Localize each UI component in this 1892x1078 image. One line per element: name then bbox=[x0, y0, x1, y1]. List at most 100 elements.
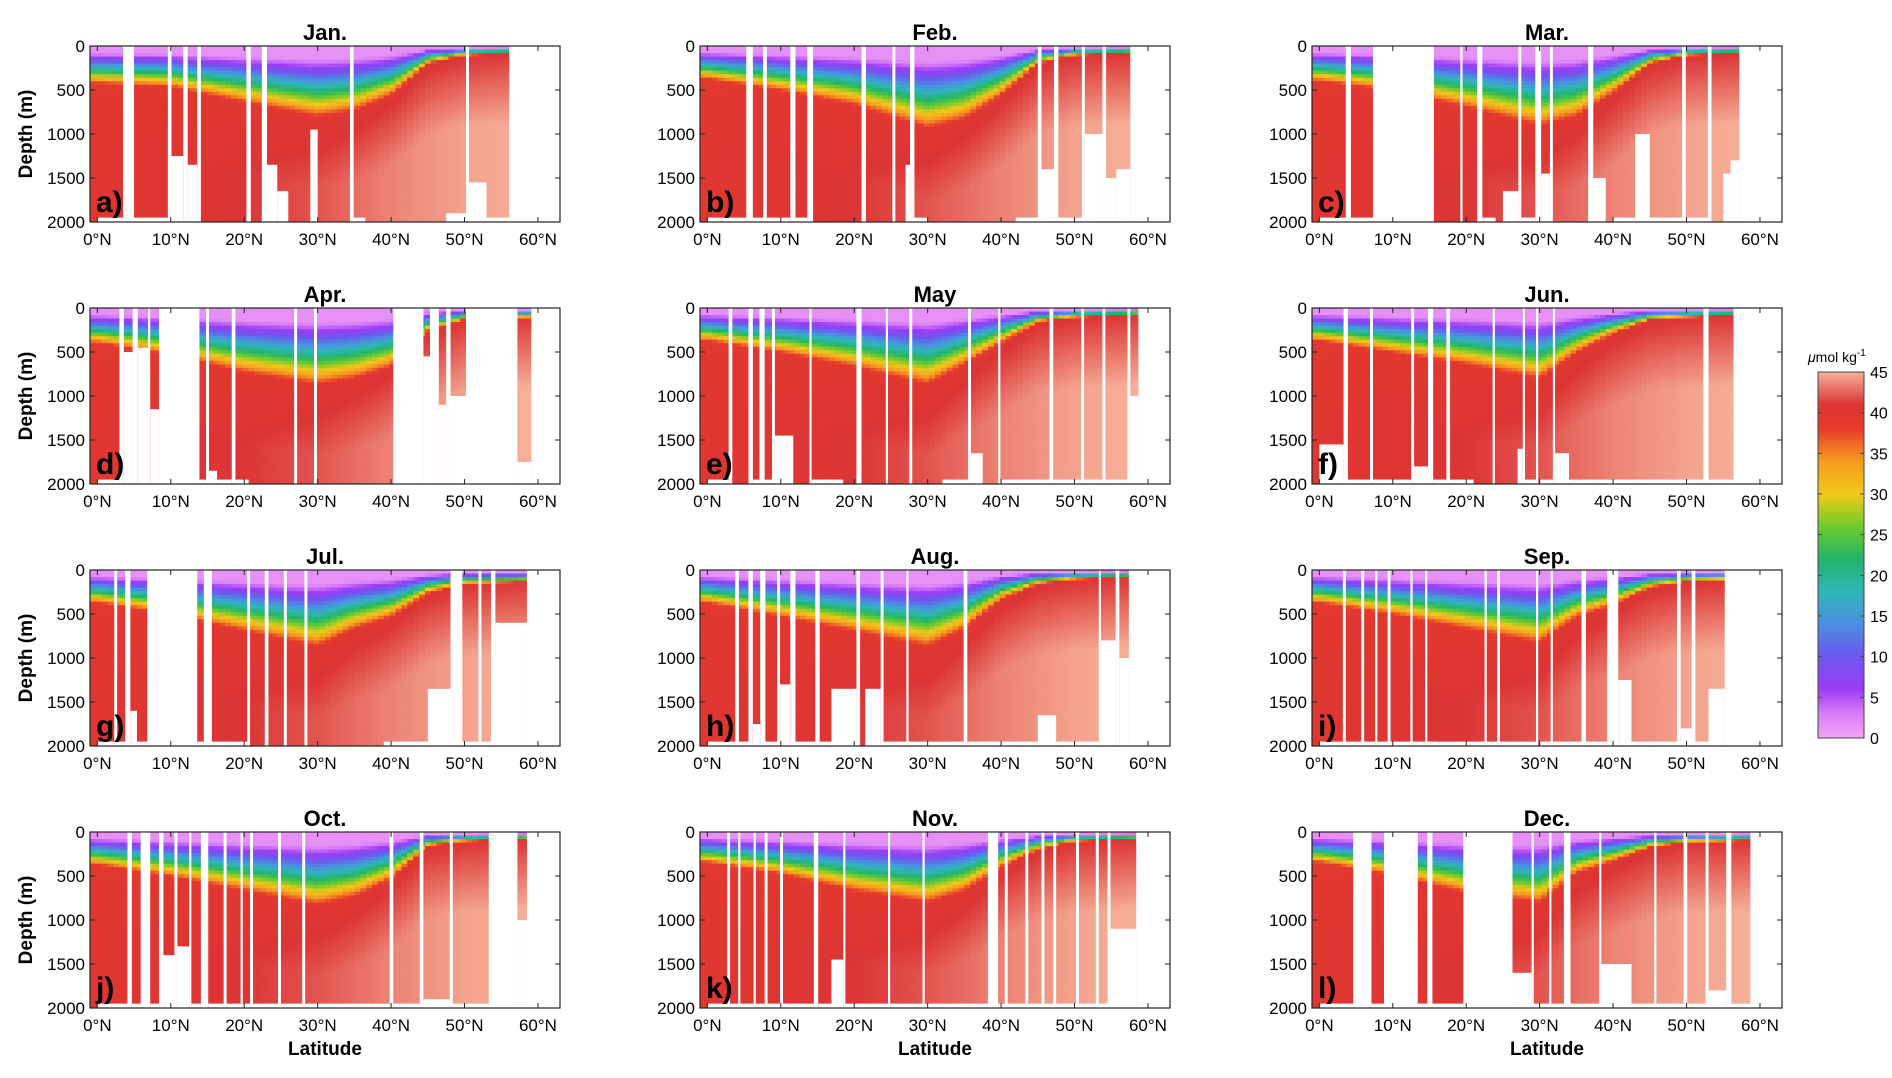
y-tick-label: 500 bbox=[57, 81, 85, 100]
x-tick-label: 40°N bbox=[982, 754, 1020, 773]
data-gap bbox=[735, 570, 739, 746]
x-tick-label: 10°N bbox=[1374, 1016, 1412, 1035]
profile-bottom bbox=[1000, 479, 1024, 484]
data-gap bbox=[1477, 46, 1483, 222]
x-tick-label: 0°N bbox=[83, 230, 112, 249]
data-gap bbox=[1518, 46, 1522, 222]
profile-bottom bbox=[1541, 173, 1550, 222]
y-tick-label: 1500 bbox=[47, 431, 85, 450]
y-tick-label: 1500 bbox=[657, 693, 695, 712]
data-gap bbox=[777, 570, 781, 746]
panel-title: Jul. bbox=[306, 544, 344, 569]
x-tick-label: 30°N bbox=[1521, 492, 1559, 511]
profile-bottom bbox=[191, 1003, 201, 1008]
y-tick-label: 0 bbox=[1298, 299, 1307, 318]
profile-bottom bbox=[1723, 173, 1731, 222]
x-tick-label: 30°N bbox=[299, 230, 337, 249]
profile-bottom bbox=[187, 164, 198, 222]
x-tick-label: 50°N bbox=[1056, 492, 1094, 511]
data-gap bbox=[1049, 308, 1054, 484]
data-gap bbox=[888, 832, 891, 1008]
y-tick-label: 0 bbox=[686, 561, 695, 580]
panel-j: 0°N 10°N 20°N 30°N 40°N 50°N 60°N 0 500 1000 1500 2… bbox=[16, 806, 561, 1060]
y-tick-label: 2000 bbox=[657, 475, 695, 494]
x-tick-label: 40°N bbox=[1594, 230, 1632, 249]
x-tick-label: 60°N bbox=[1129, 492, 1167, 511]
data-gap bbox=[1138, 308, 1170, 484]
x-tick-label: 50°N bbox=[446, 1016, 484, 1035]
data-gap bbox=[1353, 832, 1372, 1008]
data-gap bbox=[1703, 308, 1709, 484]
profile-bottom bbox=[495, 622, 527, 746]
colorbar-tick-label: 0 bbox=[1870, 731, 1879, 748]
y-tick-label: 500 bbox=[57, 605, 85, 624]
data-gap bbox=[304, 570, 308, 746]
x-tick-label: 20°N bbox=[225, 230, 263, 249]
profile-bottom bbox=[97, 479, 120, 484]
x-tick-label: 40°N bbox=[982, 230, 1020, 249]
data-gap bbox=[446, 308, 451, 484]
data-gap bbox=[843, 832, 846, 1008]
x-tick-label: 60°N bbox=[1129, 754, 1167, 773]
data-gap bbox=[1025, 832, 1029, 1008]
x-tick-label: 60°N bbox=[1129, 1016, 1167, 1035]
profile-bottom bbox=[1555, 453, 1570, 484]
profile-bottom bbox=[464, 1003, 489, 1008]
profile-bottom bbox=[423, 999, 450, 1008]
profile-bottom bbox=[1319, 741, 1343, 746]
y-tick-label: 500 bbox=[1279, 81, 1307, 100]
y-tick-label: 2000 bbox=[1269, 737, 1307, 756]
profile-bottom bbox=[908, 741, 928, 746]
y-tick-label: 0 bbox=[686, 37, 695, 56]
data-gap bbox=[1128, 570, 1170, 746]
y-tick-label: 1500 bbox=[1269, 693, 1307, 712]
data-gap bbox=[159, 832, 164, 1008]
profile-bottom bbox=[1364, 741, 1376, 746]
data-gap bbox=[148, 308, 151, 484]
data-gap bbox=[963, 570, 968, 746]
data-gap bbox=[790, 46, 796, 222]
x-tick-label: 20°N bbox=[1447, 492, 1485, 511]
data-gap bbox=[389, 832, 394, 1008]
profile-bottom bbox=[1533, 1003, 1550, 1008]
profile-bottom bbox=[1570, 1003, 1600, 1008]
profile-bottom bbox=[1383, 479, 1412, 484]
y-tick-label: 0 bbox=[76, 561, 85, 580]
profile-bottom bbox=[1001, 741, 1024, 746]
y-tick-label: 1000 bbox=[657, 387, 695, 406]
profile-bottom bbox=[450, 396, 466, 484]
profile-bottom bbox=[208, 470, 218, 484]
data-gap bbox=[1535, 46, 1542, 222]
y-axis-label: Depth (m) bbox=[16, 90, 37, 179]
profile-bottom bbox=[117, 741, 126, 746]
data-gap bbox=[1726, 832, 1732, 1008]
data-gap bbox=[1563, 832, 1571, 1008]
profile-bottom bbox=[1618, 680, 1632, 746]
profile-bottom bbox=[1521, 217, 1536, 222]
y-tick-label: 1500 bbox=[657, 431, 695, 450]
x-axis-label: Latitude bbox=[288, 1039, 362, 1060]
data-gap bbox=[1550, 570, 1553, 746]
profile-bottom bbox=[1664, 479, 1687, 484]
profile-bottom bbox=[1106, 178, 1117, 222]
y-tick-label: 1500 bbox=[1269, 955, 1307, 974]
profile-bottom bbox=[1030, 217, 1038, 222]
panel-label: h) bbox=[706, 710, 734, 743]
data-gap bbox=[861, 46, 866, 222]
data-gap bbox=[759, 308, 765, 484]
profile-bottom bbox=[1613, 217, 1636, 222]
data-gap bbox=[728, 308, 733, 484]
profile-bottom bbox=[782, 1003, 814, 1008]
heatmap-cells bbox=[700, 46, 1170, 222]
y-tick-label: 1500 bbox=[47, 693, 85, 712]
profile-bottom bbox=[1417, 1003, 1428, 1008]
x-tick-label: 0°N bbox=[693, 230, 722, 249]
profile-bottom bbox=[1007, 1003, 1026, 1008]
y-tick-label: 0 bbox=[76, 37, 85, 56]
profile-bottom bbox=[1601, 964, 1632, 1008]
data-gap bbox=[1535, 570, 1539, 746]
y-tick-label: 0 bbox=[76, 823, 85, 842]
profile-bottom bbox=[1512, 972, 1532, 1008]
profile-bottom bbox=[423, 356, 431, 484]
data-gap bbox=[478, 570, 482, 746]
